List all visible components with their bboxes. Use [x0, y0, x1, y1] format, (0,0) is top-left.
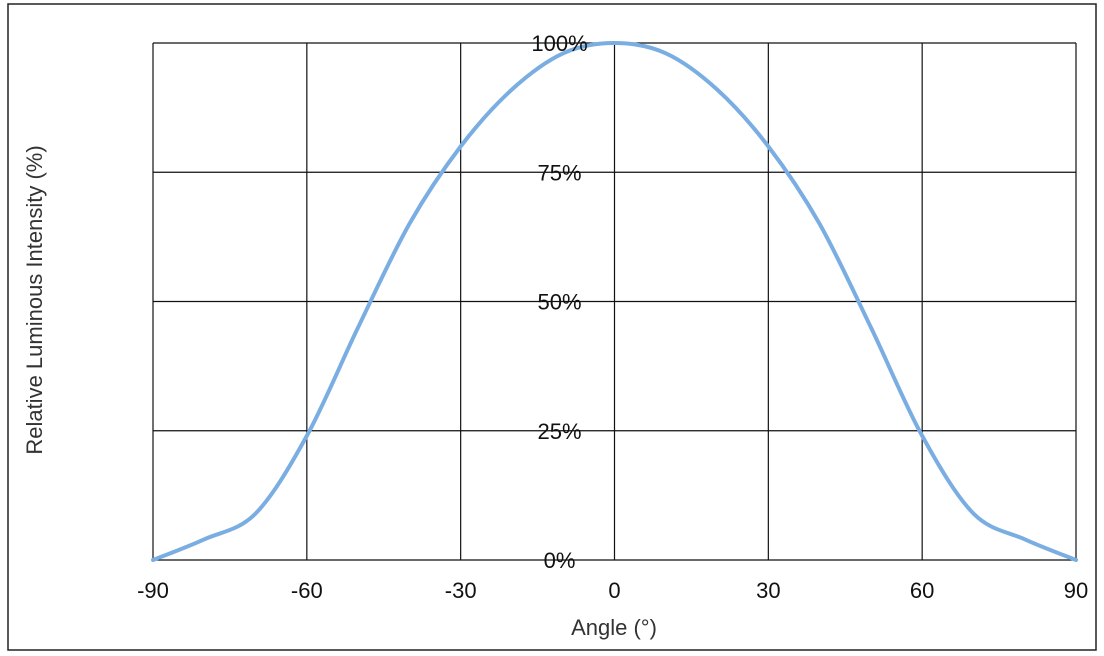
x-tick-labels: -90 -60 -30 0 30 60 90 [137, 578, 1088, 603]
y-tick-labels: 0% 25% 50% 75% 100% [531, 31, 587, 573]
y-tick-label: 0% [544, 548, 576, 573]
x-tick-label: 90 [1064, 578, 1088, 603]
intensity-curve [151, 40, 1078, 562]
chart-frame [7, 3, 1097, 651]
x-tick-label: 60 [910, 578, 934, 603]
x-axis-title: Angle (°) [571, 615, 657, 640]
curve-layer [151, 40, 1078, 562]
y-tick-label: 25% [537, 419, 581, 444]
x-tick-label: -60 [291, 578, 323, 603]
x-tick-label: 0 [608, 578, 620, 603]
y-tick-label: 100% [531, 31, 587, 56]
plot-grid [152, 42, 1077, 561]
x-tick-label: -90 [137, 578, 169, 603]
x-tick-label: 30 [756, 578, 780, 603]
y-tick-label: 75% [537, 160, 581, 185]
x-tick-label: -30 [445, 578, 477, 603]
y-tick-label: 50% [537, 290, 581, 315]
y-axis-title: Relative Luminous Intensity (%) [22, 145, 47, 454]
